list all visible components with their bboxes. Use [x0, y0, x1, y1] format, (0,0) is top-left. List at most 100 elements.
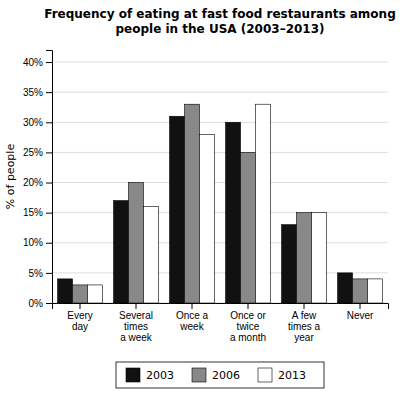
bar — [170, 116, 185, 303]
legend-item: 2003 — [126, 368, 174, 382]
bar — [129, 183, 144, 303]
legend-item: 2013 — [258, 368, 306, 382]
x-tick-mark — [192, 303, 193, 309]
y-tick-mark — [46, 303, 52, 304]
series — [87, 104, 382, 303]
y-tick: 25% — [23, 147, 52, 158]
x-tick-label-line: Once a — [176, 310, 209, 321]
x-tick: Once aweek — [176, 303, 209, 332]
title-line: Frequency of eating at fast food restaur… — [44, 7, 396, 21]
x-tick: Severaltimesa week — [119, 303, 153, 343]
bar — [282, 225, 297, 303]
y-tick-mark — [46, 152, 52, 153]
y-tick-mark — [46, 243, 52, 244]
x-tick-label: Once ortwicea month — [230, 310, 267, 343]
bars — [58, 104, 383, 303]
x-tick-label: Everyday — [67, 310, 93, 332]
bar — [297, 213, 312, 303]
y-tick: 0% — [29, 298, 52, 309]
legend-frame — [116, 362, 324, 388]
bar — [255, 104, 270, 303]
x-tick-mark — [80, 303, 81, 309]
x-tick-label: Never — [347, 310, 374, 321]
series — [58, 116, 353, 303]
x-tick-label-line: times — [124, 321, 148, 332]
legend: 2003 2006 2013 — [116, 362, 324, 388]
bar — [353, 279, 368, 303]
y-tick-label: 40% — [23, 57, 43, 68]
grid-line — [52, 62, 388, 63]
bar — [114, 201, 129, 303]
grid-line — [52, 92, 388, 93]
bar — [185, 104, 200, 303]
legend-swatch — [126, 368, 140, 382]
x-tick-mark — [304, 303, 305, 309]
x-tick-label-line: a week — [120, 332, 153, 343]
grid-line — [52, 182, 388, 183]
series — [73, 104, 368, 303]
x-tick-label-line: Never — [347, 310, 374, 321]
bar — [58, 279, 73, 303]
x-tick-label-line: twice — [237, 321, 260, 332]
y-tick: 30% — [23, 117, 52, 128]
y-tick-label: 10% — [23, 237, 43, 248]
bar — [241, 152, 256, 303]
y-tick-mark — [46, 122, 52, 123]
grid-line — [52, 242, 388, 243]
y-tick: 35% — [23, 87, 52, 98]
y-tick-mark — [46, 183, 52, 184]
legend-label: 2013 — [278, 369, 306, 382]
y-tick-label: 5% — [29, 268, 44, 279]
legend-swatch — [192, 368, 206, 382]
x-axis: EverydaySeveraltimesa weekOnce aweekOnce… — [53, 303, 389, 343]
x-tick-mark — [136, 303, 137, 309]
x-tick-label-line: Once or — [230, 310, 266, 321]
y-axis-title: % of people — [4, 144, 17, 210]
y-tick-label: 25% — [23, 147, 43, 158]
x-tick-label-line: day — [72, 321, 88, 332]
bar — [143, 207, 158, 303]
legend-label: 2003 — [146, 369, 174, 382]
y-tick-label: 20% — [23, 177, 43, 188]
plot: 0% 5% 10% 15% 20% 25% 30% 35% 40% Everyday Several… — [23, 51, 389, 344]
legend-item: 2006 — [192, 368, 240, 382]
x-tick-label-line: A few — [292, 310, 317, 321]
grid-line — [52, 122, 388, 123]
y-tick: 40% — [23, 57, 52, 68]
x-tick-mark — [360, 303, 361, 309]
y-tick-mark — [46, 62, 52, 63]
y-tick-label: 35% — [23, 87, 43, 98]
bar — [338, 273, 353, 303]
x-tick-label: Severaltimesa week — [119, 310, 153, 343]
bar — [311, 213, 326, 303]
y-tick-mark — [46, 273, 52, 274]
y-tick: 5% — [29, 268, 52, 279]
x-tick: Once ortwicea month — [230, 303, 267, 343]
y-tick-label: 0% — [29, 298, 44, 309]
legend-label: 2006 — [212, 369, 240, 382]
grid — [52, 62, 388, 303]
y-tick: 10% — [23, 237, 52, 248]
y-tick-mark — [46, 213, 52, 214]
x-tick-label: Once aweek — [176, 310, 209, 332]
y-axis: 0% 5% 10% 15% 20% 25% 30% 35% 40% — [23, 51, 53, 309]
grid-line — [52, 152, 388, 153]
title: Frequency of eating at fast food restaur… — [44, 7, 396, 36]
y-tick: 20% — [23, 177, 52, 188]
bar — [226, 122, 241, 303]
x-tick-label-line: Every — [67, 310, 93, 321]
title-line: people in the USA (2003–2013) — [115, 22, 324, 36]
bar — [199, 134, 214, 303]
y-tick-label: 15% — [23, 207, 43, 218]
bar — [73, 285, 88, 303]
y-tick: 15% — [23, 207, 52, 218]
bar — [367, 279, 382, 303]
x-tick-label-line: week — [179, 321, 204, 332]
x-tick-label-line: times a — [288, 321, 321, 332]
x-tick-label-line: year — [294, 332, 314, 343]
legend-swatch — [258, 368, 272, 382]
x-tick-label: A fewtimes ayear — [288, 310, 321, 343]
grid-line — [52, 212, 388, 213]
x-tick-label-line: a month — [230, 332, 266, 343]
chart: Frequency of eating at fast food restaur… — [0, 0, 400, 398]
